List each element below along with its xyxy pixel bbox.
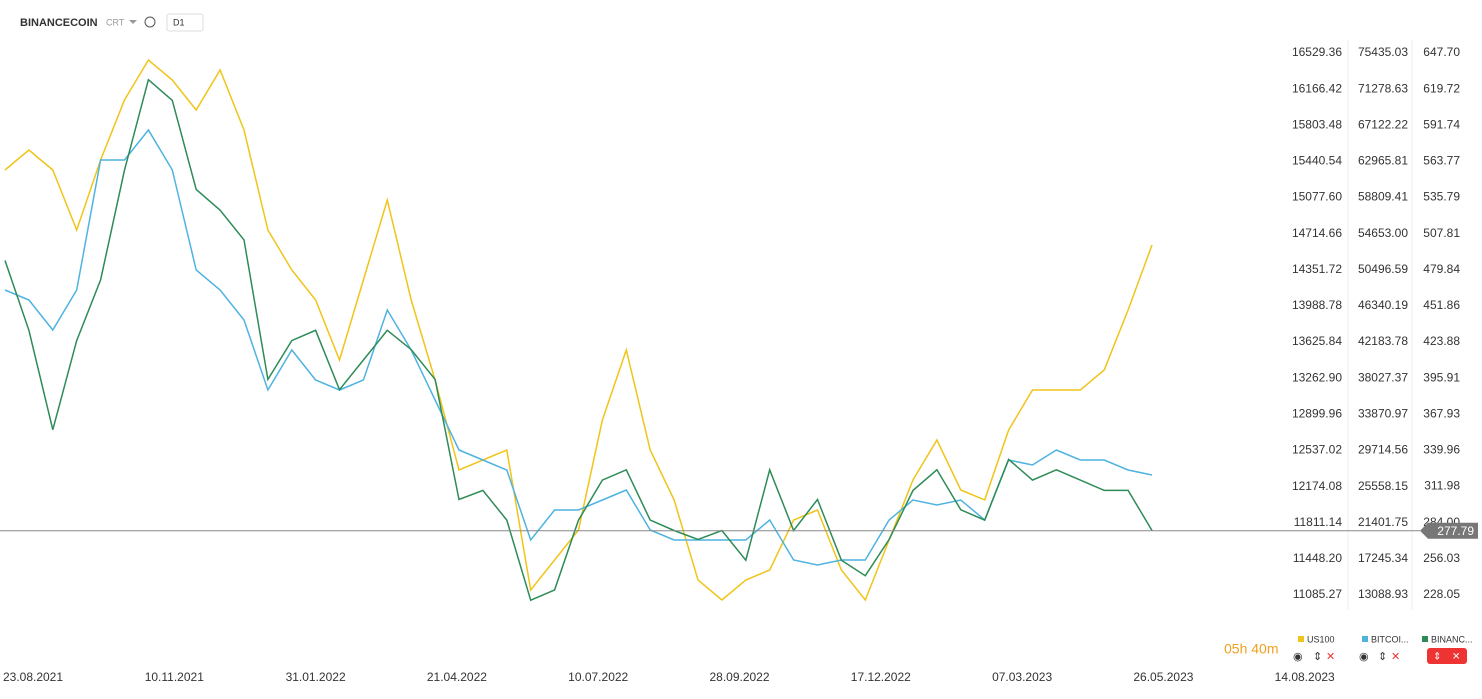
y-tick-label: 38027.37 (1358, 370, 1408, 384)
y-tick-label: 13625.84 (1292, 334, 1342, 348)
x-tick-label: 10.11.2021 (145, 670, 204, 684)
series-line (4, 78, 1153, 602)
y-tick-label: 12537.02 (1292, 443, 1342, 457)
y-tick-label: 367.93 (1423, 406, 1460, 420)
y-tick-label: 67122.22 (1358, 117, 1408, 131)
y-tick-label: 75435.03 (1358, 45, 1408, 59)
y-tick-label: 21401.75 (1358, 515, 1408, 529)
x-tick-label: 26.05.2023 (1133, 670, 1193, 684)
y-tick-label: 15440.54 (1292, 154, 1342, 168)
y-tick-label: 33870.97 (1358, 407, 1408, 421)
y-tick-label: 17245.34 (1358, 551, 1408, 565)
y-tick-label: 13088.93 (1358, 587, 1408, 601)
x-tick-label: 07.03.2023 (992, 670, 1052, 684)
y-tick-label: 535.79 (1423, 190, 1460, 204)
y-tick-label: 647.70 (1423, 45, 1460, 59)
y-tick-label: 423.88 (1423, 334, 1460, 348)
y-tick-label: 451.86 (1423, 298, 1460, 312)
x-tick-label: 23.08.2021 (3, 670, 63, 684)
y-tick-label: 256.03 (1423, 551, 1460, 565)
y-tick-label: 16529.36 (1292, 45, 1342, 59)
y-tick-label: 29714.56 (1358, 443, 1408, 457)
legend-controls: ◉ ⇕ ✕ ◉ ⇕ ✕ ⇕ ✕ (1293, 648, 1467, 664)
dropdown-icon[interactable] (129, 20, 137, 24)
series-line (4, 58, 1153, 602)
sort-icon[interactable]: ⇕ (1313, 651, 1322, 663)
y-tick-label: 13988.78 (1292, 298, 1342, 312)
y-tick-label: 11811.14 (1294, 515, 1343, 529)
y-tick-label: 15803.48 (1292, 117, 1342, 131)
y-tick-label: 15077.60 (1292, 190, 1342, 204)
symbol: BINANCECOIN (20, 17, 98, 29)
legend-swatch (1298, 636, 1304, 642)
close-icon[interactable]: ✕ (1452, 652, 1460, 663)
y-tick-label: 11085.27 (1293, 587, 1342, 601)
active-controls[interactable] (1427, 648, 1467, 664)
y-tick-label: 479.84 (1423, 262, 1460, 276)
sort-icon[interactable]: ⇕ (1378, 651, 1387, 663)
y-tick-label: 46340.19 (1358, 298, 1408, 312)
info-icon[interactable] (144, 16, 156, 28)
y-tick-label: 228.05 (1423, 587, 1460, 601)
mode[interactable]: CRT (106, 17, 125, 27)
candle-icon[interactable]: ⇕ (1433, 652, 1441, 663)
close-icon[interactable]: ✕ (1391, 651, 1400, 663)
x-tick-label: 28.09.2022 (709, 670, 769, 684)
legend-label: US100 (1307, 634, 1335, 644)
x-tick-label: 17.12.2022 (851, 670, 911, 684)
y-tick-label: 71278.63 (1358, 81, 1408, 95)
x-tick-label: 10.07.2022 (568, 670, 628, 684)
last-price-label: 277.79 (1437, 524, 1474, 538)
y-tick-label: 507.81 (1423, 226, 1460, 240)
series-line (4, 128, 1153, 566)
legend-swatch (1362, 636, 1368, 642)
close-icon[interactable]: ✕ (1326, 651, 1335, 663)
legend-label: BITCOI... (1371, 634, 1409, 644)
timeframe-box[interactable] (166, 13, 204, 32)
y-tick-label: 14714.66 (1292, 226, 1342, 240)
y-tick-label: 591.74 (1423, 117, 1460, 131)
y-tick-label: 339.96 (1423, 443, 1460, 457)
y-tick-label: 311.98 (1424, 479, 1460, 493)
y-tick-label: 58809.41 (1358, 190, 1408, 204)
y-tick-label: 395.91 (1423, 370, 1460, 384)
y-tick-label: 12899.96 (1292, 407, 1342, 421)
y-tick-label: 12174.08 (1292, 479, 1342, 493)
y-tick-label: 25558.15 (1358, 479, 1408, 493)
y-tick-label: 50496.59 (1358, 262, 1408, 276)
timeframe[interactable]: D1 (173, 17, 185, 27)
x-tick-label: 21.04.2022 (427, 670, 487, 684)
y-tick-label: 42183.78 (1358, 334, 1408, 348)
y-tick-label: 563.77 (1423, 154, 1460, 168)
legend-label: BINANC... (1431, 634, 1473, 644)
y-tick-label: 16166.42 (1292, 81, 1342, 95)
countdown: 05h 40m (1224, 641, 1278, 657)
last-price-box (1420, 522, 1478, 539)
y-tick-label: 14351.72 (1292, 262, 1342, 276)
y-tick-label: 619.72 (1423, 81, 1460, 95)
eye-icon[interactable]: ◉ (1293, 651, 1303, 663)
y-tick-label: 11448.20 (1293, 551, 1342, 565)
y-tick-label: 62965.81 (1358, 154, 1408, 168)
y-tick-label: 54653.00 (1358, 226, 1408, 240)
x-tick-label: 31.01.2022 (286, 670, 346, 684)
legend-swatch (1422, 636, 1428, 642)
x-tick-label: 14.08.2023 (1275, 670, 1335, 684)
y-tick-label: 13262.90 (1292, 370, 1342, 384)
eye-icon[interactable]: ◉ (1359, 651, 1369, 663)
